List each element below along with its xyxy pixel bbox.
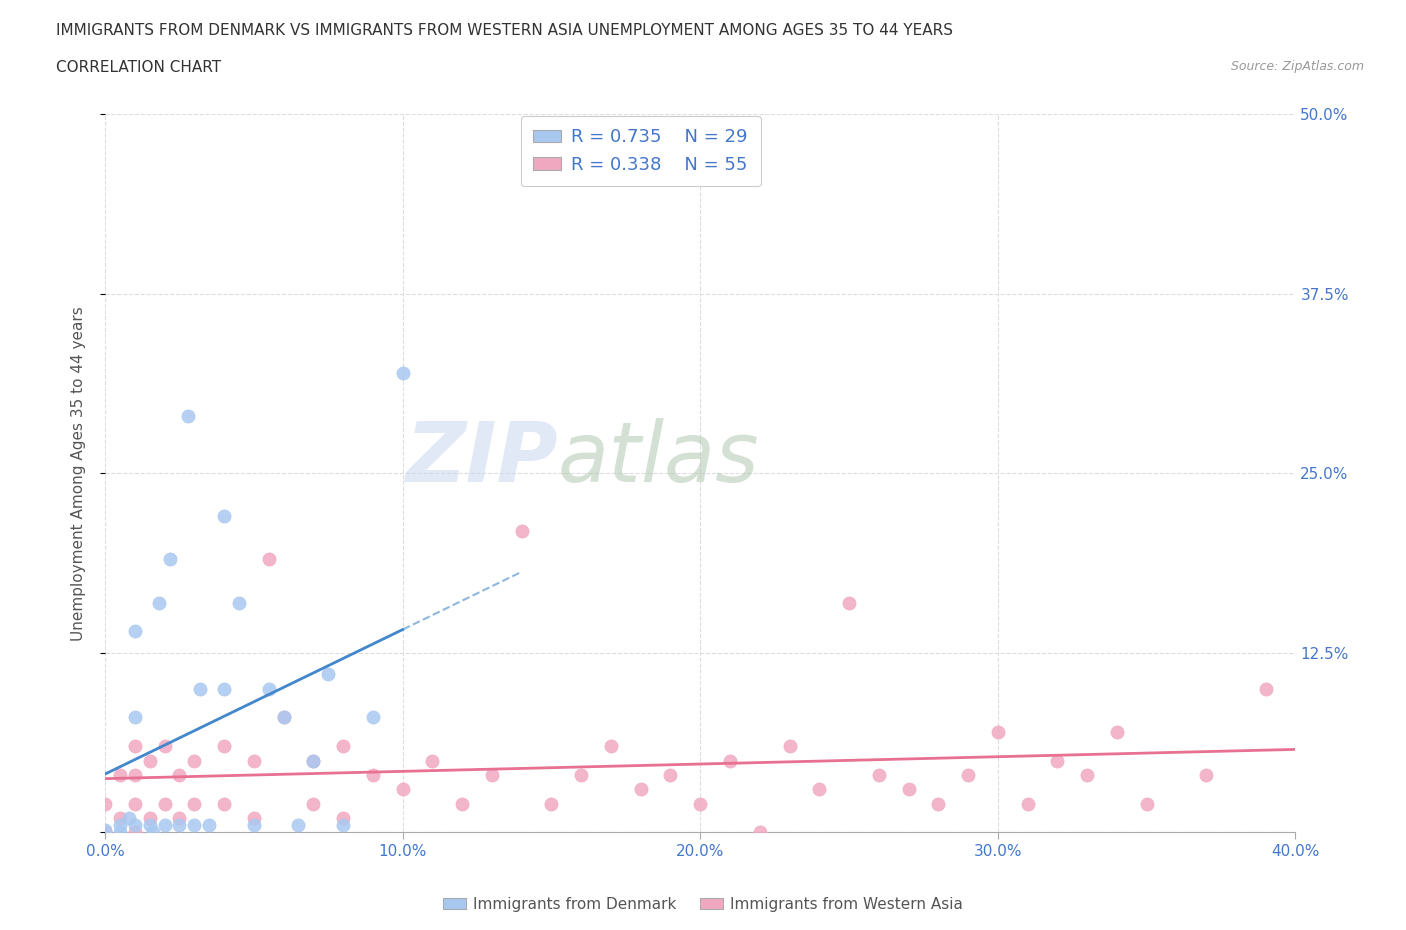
Point	[1076, 767, 1098, 782]
Point	[148, 595, 170, 610]
Point	[1046, 753, 1069, 768]
Point	[118, 811, 141, 826]
Point	[124, 710, 146, 724]
Point	[257, 552, 280, 567]
Point	[124, 624, 146, 639]
Point	[169, 767, 191, 782]
Point	[108, 825, 131, 840]
Point	[169, 817, 191, 832]
Point	[868, 767, 890, 782]
Point	[228, 595, 250, 610]
Point	[510, 524, 533, 538]
Y-axis label: Unemployment Among Ages 35 to 44 years: Unemployment Among Ages 35 to 44 years	[72, 306, 86, 641]
Point	[183, 796, 205, 811]
Point	[391, 365, 413, 380]
Point	[138, 817, 160, 832]
Point	[94, 796, 117, 811]
Point	[212, 796, 235, 811]
Point	[332, 817, 354, 832]
Point	[689, 796, 711, 811]
Point	[332, 811, 354, 826]
Point	[138, 811, 160, 826]
Point	[838, 595, 860, 610]
Legend: R = 0.735    N = 29, R = 0.338    N = 55: R = 0.735 N = 29, R = 0.338 N = 55	[520, 116, 761, 186]
Point	[361, 767, 384, 782]
Point	[779, 738, 801, 753]
Point	[302, 753, 325, 768]
Point	[124, 738, 146, 753]
Point	[630, 782, 652, 797]
Point	[212, 509, 235, 524]
Point	[188, 682, 211, 697]
Point	[957, 767, 980, 782]
Point	[243, 811, 266, 826]
Point	[748, 825, 770, 840]
Point	[391, 782, 413, 797]
Point	[198, 817, 221, 832]
Point	[316, 667, 339, 682]
Point	[153, 817, 176, 832]
Point	[927, 796, 949, 811]
Point	[1105, 724, 1128, 739]
Point	[1136, 796, 1159, 811]
Point	[1195, 767, 1218, 782]
Point	[243, 817, 266, 832]
Point	[302, 753, 325, 768]
Point	[361, 710, 384, 724]
Point	[153, 738, 176, 753]
Point	[108, 817, 131, 832]
Point	[1017, 796, 1039, 811]
Point	[243, 753, 266, 768]
Text: ZIP: ZIP	[405, 418, 557, 499]
Text: Source: ZipAtlas.com: Source: ZipAtlas.com	[1230, 60, 1364, 73]
Point	[332, 738, 354, 753]
Point	[257, 682, 280, 697]
Point	[302, 796, 325, 811]
Point	[569, 767, 592, 782]
Point	[422, 753, 444, 768]
Point	[273, 710, 295, 724]
Point	[600, 738, 623, 753]
Point	[273, 710, 295, 724]
Legend: Immigrants from Denmark, Immigrants from Western Asia: Immigrants from Denmark, Immigrants from…	[437, 891, 969, 918]
Point	[212, 738, 235, 753]
Point	[287, 817, 309, 832]
Point	[1254, 682, 1277, 697]
Point	[159, 552, 181, 567]
Point	[481, 767, 503, 782]
Text: CORRELATION CHART: CORRELATION CHART	[56, 60, 221, 75]
Point	[169, 811, 191, 826]
Point	[108, 811, 131, 826]
Text: IMMIGRANTS FROM DENMARK VS IMMIGRANTS FROM WESTERN ASIA UNEMPLOYMENT AMONG AGES : IMMIGRANTS FROM DENMARK VS IMMIGRANTS FR…	[56, 23, 953, 38]
Point	[183, 817, 205, 832]
Point	[124, 825, 146, 840]
Point	[659, 767, 682, 782]
Point	[124, 767, 146, 782]
Point	[94, 825, 117, 840]
Point	[540, 796, 562, 811]
Point	[138, 753, 160, 768]
Point	[94, 822, 117, 837]
Point	[718, 753, 741, 768]
Point	[808, 782, 831, 797]
Point	[153, 796, 176, 811]
Point	[212, 682, 235, 697]
Point	[987, 724, 1010, 739]
Point	[124, 796, 146, 811]
Point	[124, 817, 146, 832]
Point	[451, 796, 474, 811]
Point	[183, 753, 205, 768]
Point	[897, 782, 920, 797]
Text: atlas: atlas	[557, 418, 759, 499]
Point	[177, 408, 200, 423]
Point	[108, 767, 131, 782]
Point	[142, 825, 165, 840]
